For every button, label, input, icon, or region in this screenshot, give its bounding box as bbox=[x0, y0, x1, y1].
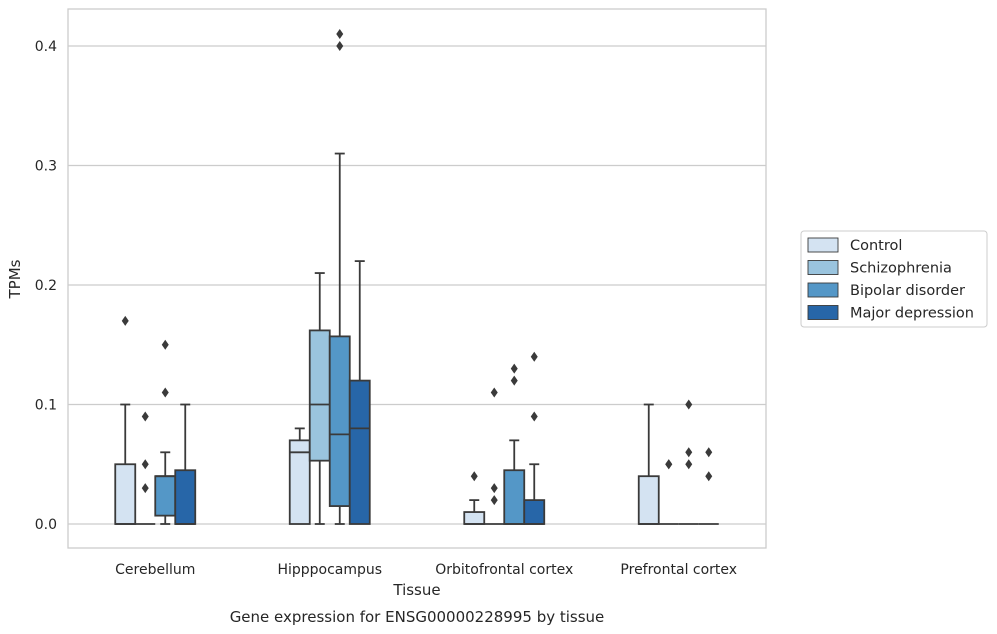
outlier-point bbox=[141, 411, 149, 422]
legend-label: Schizophrenia bbox=[850, 261, 952, 277]
box-bipolar-disorder bbox=[154, 339, 177, 525]
outlier-point bbox=[665, 459, 673, 470]
y-tick-label: 0.1 bbox=[35, 398, 57, 414]
box-schizophrenia bbox=[308, 272, 331, 525]
box-bipolar-disorder bbox=[678, 399, 699, 525]
plot-area-frame bbox=[67, 8, 767, 549]
x-tick-label: Hipppocampus bbox=[277, 562, 382, 578]
box-iqr bbox=[463, 511, 486, 525]
outlier-point bbox=[121, 315, 129, 326]
x-tick-label: Prefrontal cortex bbox=[620, 562, 737, 578]
box-iqr bbox=[308, 329, 331, 462]
box-iqr bbox=[114, 463, 137, 525]
outlier-point bbox=[685, 459, 693, 470]
legend-label: Control bbox=[850, 238, 902, 254]
outlier-point bbox=[161, 339, 169, 350]
box-bipolar-disorder bbox=[503, 363, 526, 525]
outlier-point bbox=[510, 375, 518, 386]
box-schizophrenia bbox=[658, 459, 679, 525]
box-major-depression bbox=[348, 260, 371, 525]
box-control bbox=[114, 315, 137, 525]
outlier-point bbox=[705, 447, 713, 458]
box-iqr bbox=[154, 475, 177, 517]
box-control bbox=[463, 471, 486, 525]
box-schizophrenia bbox=[135, 411, 156, 525]
box-major-depression bbox=[523, 351, 546, 525]
outlier-point bbox=[530, 351, 538, 362]
legend-label: Bipolar disorder bbox=[850, 283, 965, 299]
outlier-point bbox=[490, 495, 498, 506]
box-iqr bbox=[348, 379, 371, 525]
legend-label: Major depression bbox=[850, 306, 974, 322]
outlier-point bbox=[530, 411, 538, 422]
x-axis-ticks: Cerebellum Hipppocampus Orbitofrontal cort… bbox=[115, 562, 737, 578]
box-major-depression bbox=[698, 447, 719, 525]
y-axis-ticks: 0.0 0.1 0.2 0.3 0.4 bbox=[35, 39, 57, 533]
outlier-point bbox=[490, 387, 498, 398]
y-axis-title: TPMs bbox=[6, 259, 24, 299]
x-tick-label: Orbitofrontal cortex bbox=[435, 562, 573, 578]
y-tick-label: 0.3 bbox=[35, 159, 57, 175]
outlier-point bbox=[470, 471, 478, 482]
figure-caption: Gene expression for ENSG00000228995 by t… bbox=[230, 608, 605, 626]
outlier-point bbox=[510, 363, 518, 374]
legend-swatch bbox=[807, 282, 839, 298]
legend-swatch bbox=[807, 305, 839, 320]
outlier-point bbox=[141, 483, 149, 494]
outlier-point bbox=[490, 483, 498, 494]
box-iqr bbox=[288, 439, 311, 525]
box-plots bbox=[114, 29, 719, 525]
y-tick-label: 0.2 bbox=[35, 278, 57, 294]
box-iqr bbox=[174, 469, 197, 525]
outlier-point bbox=[685, 447, 693, 458]
y-tick-label: 0.0 bbox=[35, 517, 57, 533]
box-iqr bbox=[328, 335, 351, 507]
legend-swatch bbox=[807, 237, 839, 253]
x-axis-title: Tissue bbox=[392, 581, 440, 599]
outlier-point bbox=[161, 387, 169, 398]
box-bipolar-disorder bbox=[328, 29, 351, 525]
legend-swatch bbox=[807, 260, 839, 275]
outlier-point bbox=[336, 29, 344, 40]
outlier-point bbox=[141, 459, 149, 470]
box-control bbox=[637, 403, 660, 525]
box-control bbox=[288, 427, 311, 525]
x-tick-label: Cerebellum bbox=[115, 562, 195, 578]
y-tick-label: 0.4 bbox=[35, 39, 57, 55]
box-iqr bbox=[503, 469, 526, 525]
box-iqr bbox=[523, 499, 546, 525]
legend-frame bbox=[800, 230, 988, 328]
outlier-point bbox=[336, 41, 344, 51]
box-major-depression bbox=[174, 403, 197, 525]
box-iqr bbox=[637, 475, 660, 525]
box-schizophrenia bbox=[484, 387, 505, 525]
outlier-point bbox=[685, 399, 693, 410]
outlier-point bbox=[705, 471, 713, 482]
gridlines bbox=[68, 45, 766, 525]
legend: Control Schizophrenia Bipolar disorder Majo… bbox=[800, 230, 988, 328]
